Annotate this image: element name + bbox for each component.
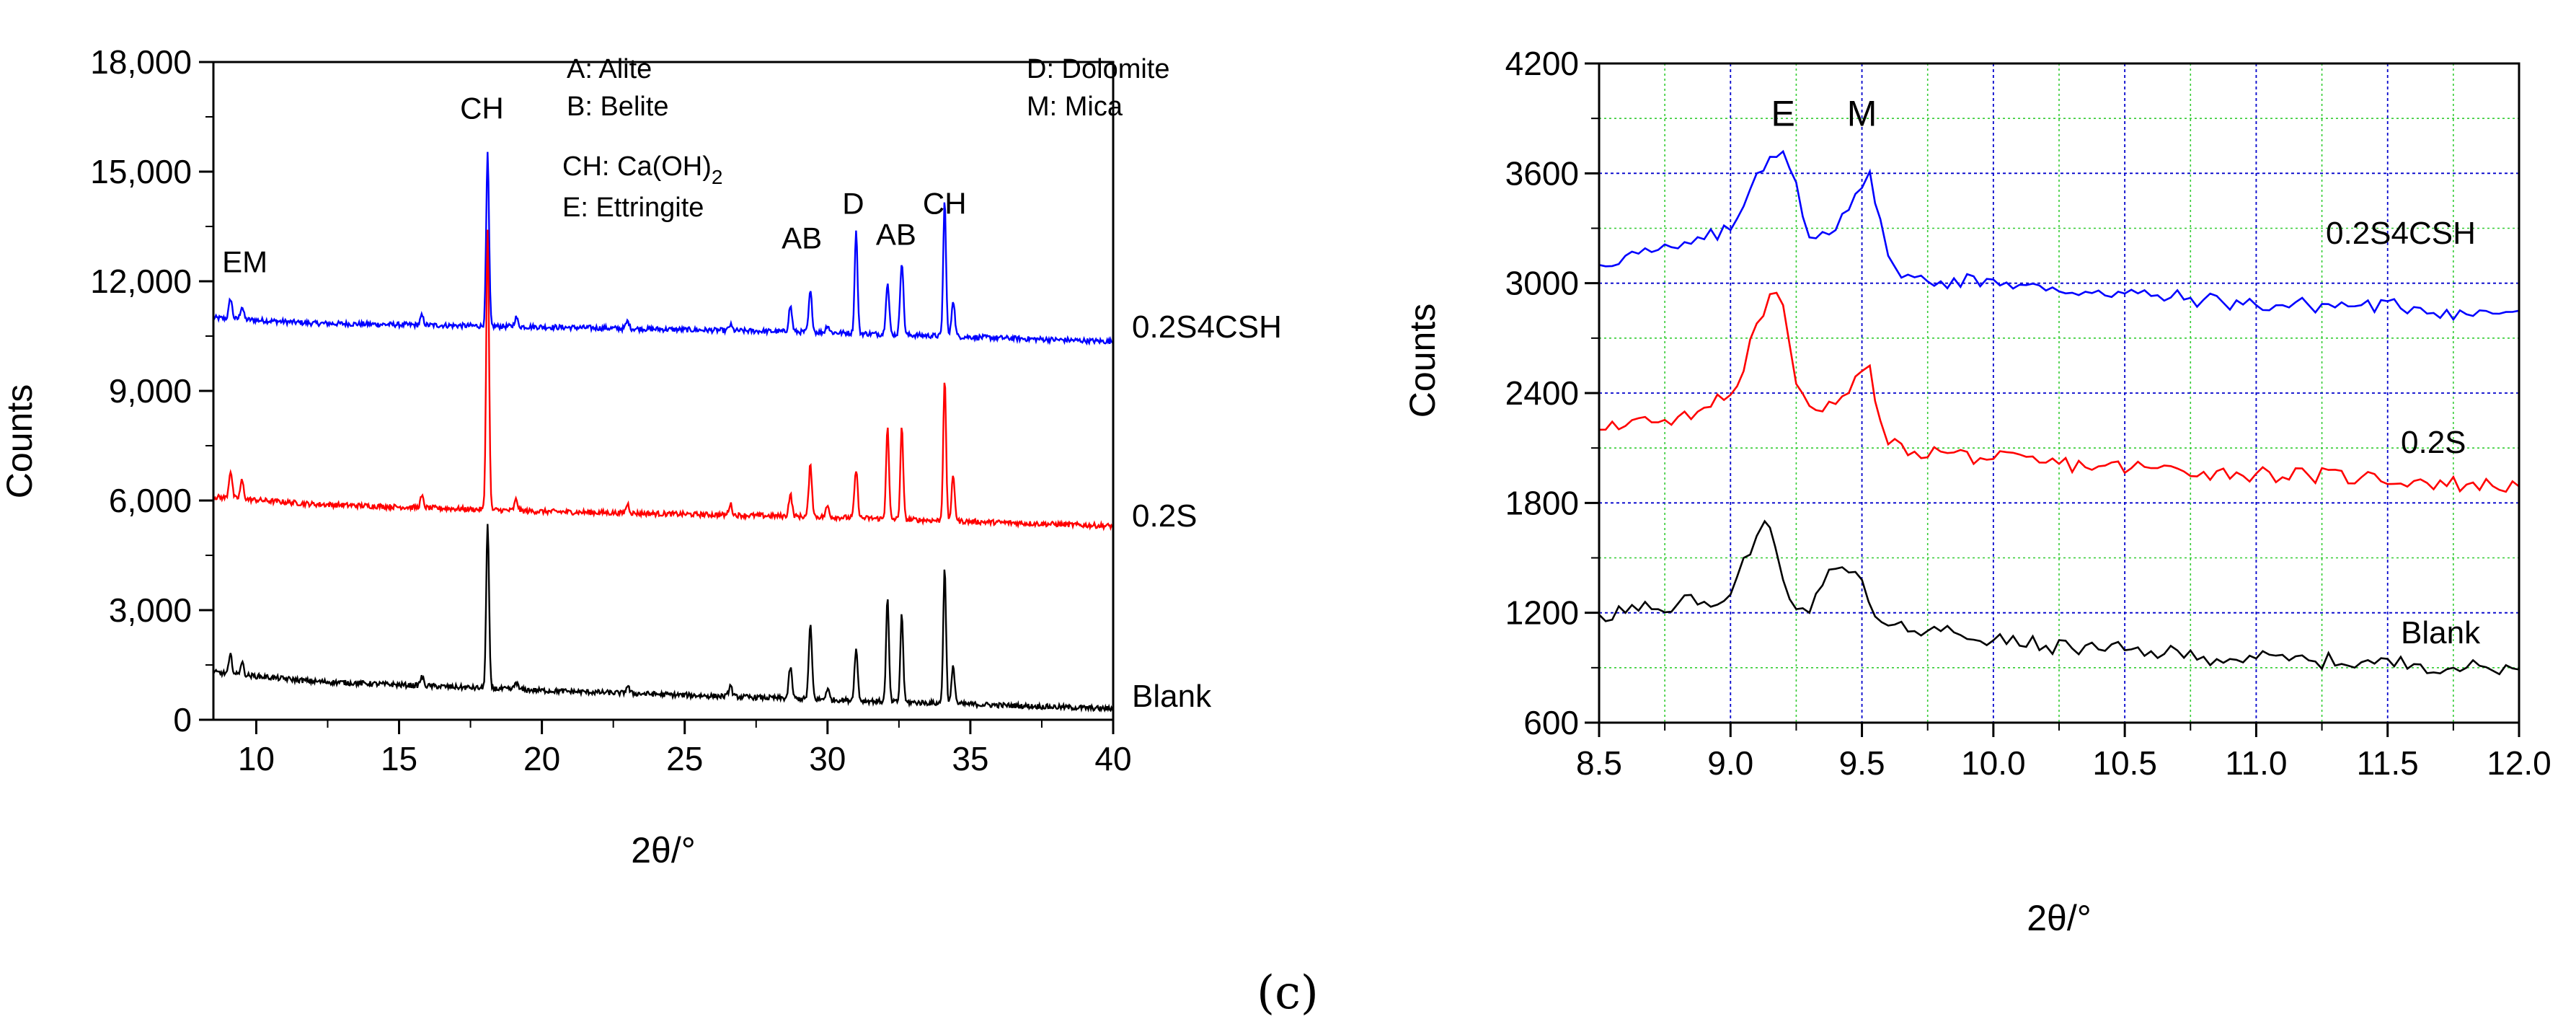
left-peak-label: CH: [460, 92, 504, 125]
right-xrd-chart: 600 1200 1800 2400 3000 3600 4200 8.5 9.0 9.5 10.…: [1402, 45, 2551, 938]
legend-belite: B: Belite: [567, 92, 669, 122]
right-x-tick-label: 11.5: [2357, 744, 2419, 782]
right-x-tick-label: 8.5: [1576, 744, 1622, 782]
left-peak-label: CH: [923, 186, 967, 220]
legend-ettringite: E: Ettringite: [562, 193, 704, 223]
right-x-tick-label: 9.0: [1707, 744, 1753, 782]
legend-alite: A: Alite: [567, 54, 652, 84]
left-x-tick-label: 10: [238, 740, 275, 777]
left-series-line-0.2s4csh: [212, 151, 1115, 346]
left-peak-label: AB: [782, 221, 822, 255]
right-y-tick-label: 600: [1523, 704, 1579, 741]
left-x-tick-label: 25: [666, 740, 703, 777]
left-peak-label: EM: [222, 244, 267, 278]
left-y-tick-label: 18,000: [90, 43, 192, 81]
left-peak-label: D: [842, 186, 864, 220]
right-series-label-blank: Blank: [2401, 615, 2481, 651]
legend-mica: M: Mica: [1027, 92, 1123, 122]
left-peak-label: AB: [876, 217, 916, 251]
left-x-tick-label: 15: [381, 740, 417, 777]
right-plot-frame: [1598, 62, 2520, 724]
right-y-axis-title: Counts: [1402, 304, 1443, 418]
left-y-tick-label: 0: [173, 701, 192, 739]
left-series-label-blank: Blank: [1132, 679, 1212, 714]
left-y-axis-title: Counts: [0, 384, 40, 498]
left-x-tick-label: 30: [809, 740, 846, 777]
right-x-tick-label: 10.0: [1961, 744, 2026, 782]
right-series-line-blank: [1598, 519, 2520, 676]
left-x-tick-label: 35: [952, 740, 988, 777]
legend-dolomite: D: Dolomite: [1027, 54, 1170, 84]
right-x-tick-label: 12.0: [2487, 744, 2551, 782]
right-y-tick-label: 1200: [1505, 594, 1579, 632]
right-series-label-0.2s4csh: 0.2S4CSH: [2326, 216, 2476, 251]
right-y-tick-label: 2400: [1505, 374, 1579, 412]
right-peak-label: M: [1847, 93, 1877, 133]
right-series-line-0.2s: [1598, 291, 2520, 493]
left-series-label-0.2s4csh: 0.2S4CSH: [1132, 309, 1282, 345]
left-x-tick-label: 40: [1094, 740, 1131, 777]
right-x-axis-title: 2θ/°: [2027, 898, 2092, 938]
right-peak-label: E: [1771, 93, 1795, 133]
left-y-tick-label: 15,000: [90, 153, 192, 190]
left-legend: A: Alite B: Belite CH: Ca(OH)2 E: Ettrin…: [562, 54, 1170, 223]
left-series-line-0.2s: [212, 229, 1115, 532]
figure-caption: (c): [1257, 966, 1319, 1020]
left-x-axis-title: 2θ/°: [631, 830, 696, 870]
left-y-tick-label: 3,000: [109, 591, 192, 629]
right-y-tick-label: 1800: [1505, 484, 1579, 521]
right-x-tick-label: 10.5: [2092, 744, 2157, 782]
legend-ch: CH: Ca(OH)2: [562, 151, 722, 188]
legend-ch-subscript: 2: [712, 166, 723, 188]
left-xrd-chart: 0 3,000 6,000 9,000 12,000 15,000 18,000 10 15 2…: [0, 43, 1282, 870]
left-series-line-blank: [212, 524, 1115, 713]
right-y-tick-label: 3000: [1505, 265, 1579, 302]
right-x-tick-label: 11.0: [2225, 744, 2287, 782]
left-y-tick-label: 9,000: [109, 372, 192, 410]
left-y-tick-label: 12,000: [90, 263, 192, 300]
right-series-line-0.2s4csh: [1598, 149, 2520, 322]
left-x-tick-label: 20: [523, 740, 560, 777]
left-plot-frame: [212, 61, 1115, 721]
right-y-tick-label: 3600: [1505, 154, 1579, 192]
right-x-tick-label: 9.5: [1839, 744, 1885, 782]
legend-ch-text: CH: Ca(OH): [562, 151, 712, 182]
left-y-tick-label: 6,000: [109, 482, 192, 519]
left-series-label-0.2s: 0.2S: [1132, 498, 1198, 534]
right-y-tick-label: 4200: [1505, 45, 1579, 82]
right-series-label-0.2s: 0.2S: [2401, 425, 2466, 460]
